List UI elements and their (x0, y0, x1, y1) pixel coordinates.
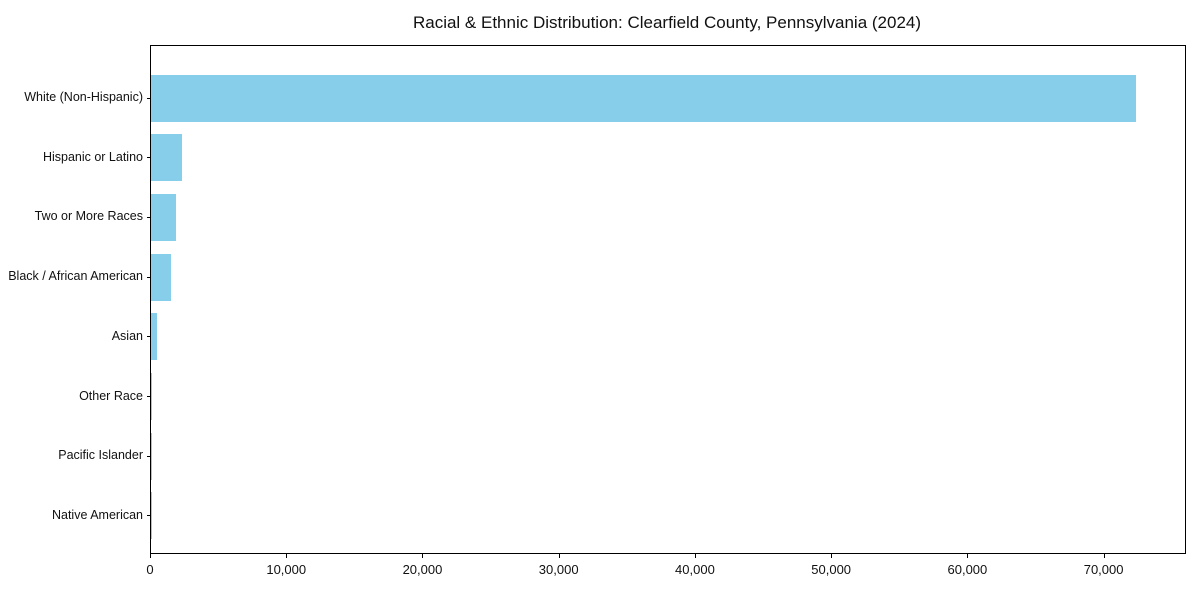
y-tick-label: Native American (51, 507, 143, 522)
y-tick-label: Two or More Races (34, 209, 143, 224)
y-tick-mark (147, 157, 151, 159)
x-tick-label: 50,000 (811, 562, 852, 577)
bar-asian (151, 313, 158, 361)
x-tick-mark (831, 554, 833, 558)
x-tick-mark (1103, 554, 1105, 558)
chart-title: Racial & Ethnic Distribution: Clearfield… (412, 13, 922, 32)
x-tick-label: 40,000 (675, 562, 715, 577)
x-tick-mark (150, 554, 151, 558)
x-tick-label: 0 (146, 562, 154, 577)
y-tick-mark (147, 515, 151, 517)
x-tick-label: 70,000 (1083, 562, 1124, 577)
y-tick-mark (147, 396, 151, 397)
y-tick-label: Asian (111, 328, 143, 343)
y-tick-label: Black / African American (8, 269, 143, 284)
plot-area (147, 45, 1186, 554)
x-tick-mark (558, 554, 560, 558)
y-tick-mark (147, 455, 151, 457)
y-tick-mark (147, 216, 151, 218)
x-tick-mark (422, 554, 424, 558)
x-tick-mark (694, 554, 696, 558)
y-tick-mark (147, 336, 151, 338)
x-tick-label: 20,000 (402, 562, 443, 577)
y-tick-mark (147, 276, 151, 278)
x-tick-label: 10,000 (266, 562, 307, 577)
x-tick-label: 30,000 (538, 562, 579, 577)
y-tick-label: White (Non-Hispanic) (24, 90, 143, 104)
x-tick-label: 60,000 (947, 562, 988, 577)
x-tick-mark (967, 554, 969, 558)
bar-white-non-hispanic (151, 74, 1136, 122)
bar-hispanic-or-latino (151, 134, 183, 182)
y-tick-label: Pacific Islander (58, 448, 143, 463)
y-tick-label: Hispanic or Latino (42, 149, 143, 164)
y-tick-mark (147, 97, 151, 99)
bar-black-african-american (151, 253, 171, 301)
x-tick-mark (286, 554, 288, 558)
bar-other-race (151, 373, 153, 420)
bar-pacific-islander (151, 432, 152, 480)
bar-two-or-more-races (151, 193, 177, 241)
y-tick-label: Other Race (79, 388, 143, 403)
